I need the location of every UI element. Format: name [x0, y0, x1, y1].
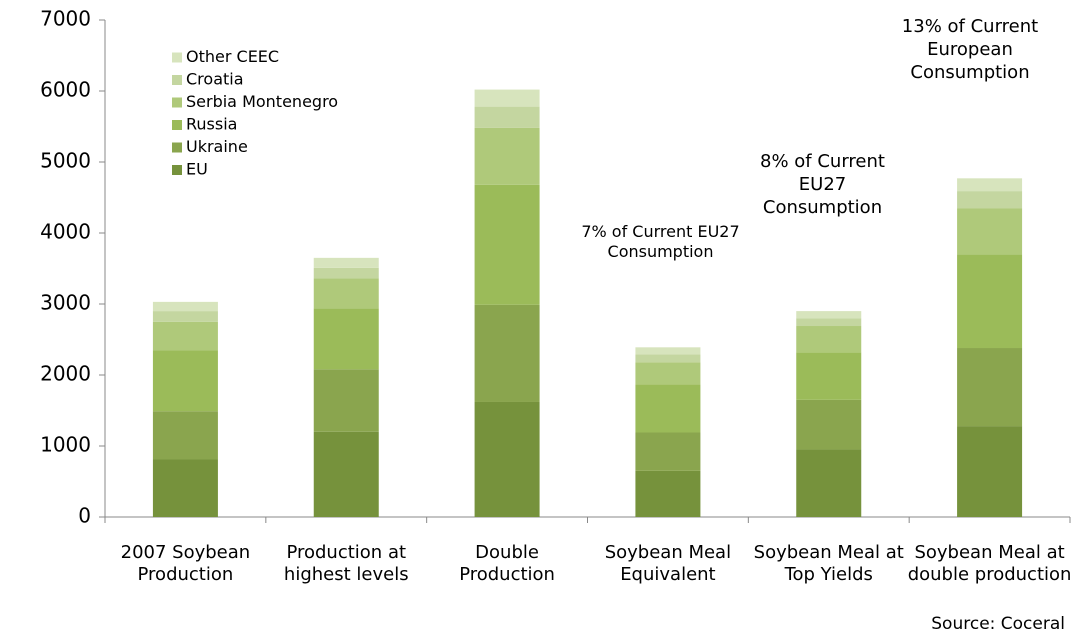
bar-segment — [313, 278, 379, 309]
bar-segment — [957, 254, 1023, 349]
bar-segment — [957, 426, 1023, 517]
bar-segment — [635, 470, 701, 517]
legend-swatch — [172, 142, 182, 153]
bar-segment — [152, 350, 218, 412]
bar-segment — [796, 318, 862, 327]
annotation: 13% of Current European Consumption — [901, 16, 1039, 83]
bar-segment — [957, 191, 1023, 209]
annotation: 8% of Current EU27 Consumption — [760, 151, 885, 218]
x-tick-label: Production at highest levels — [283, 542, 409, 585]
bar-segment — [796, 352, 862, 400]
bar-segment — [635, 384, 701, 433]
y-tick-label: 6000 — [40, 78, 91, 102]
y-tick-label: 3000 — [40, 291, 91, 315]
bar-segment — [152, 321, 218, 351]
bar-segment — [313, 257, 379, 268]
legend-swatch — [172, 165, 182, 175]
legend-label: EU — [186, 160, 208, 179]
bar-segment — [152, 411, 218, 460]
annotation: 7% of Current EU27 Consumption — [581, 222, 740, 261]
y-tick-label: 4000 — [40, 220, 91, 244]
bar-segment — [957, 348, 1023, 427]
bar-segment — [313, 267, 379, 279]
legend-swatch — [172, 120, 182, 130]
y-tick-label: 1000 — [40, 433, 91, 457]
x-tick-label: 2007 Soybean Production — [120, 542, 251, 585]
bar-segment — [474, 89, 540, 107]
bar-segment — [635, 432, 701, 471]
bar-segment — [313, 431, 379, 517]
y-tick-label: 0 — [78, 504, 91, 528]
y-tick-label: 5000 — [40, 149, 91, 173]
bar-segment — [152, 459, 218, 517]
legend-label: Russia — [186, 115, 237, 134]
bar-segment — [796, 449, 862, 517]
bar-segment — [957, 208, 1023, 255]
bar-segment — [152, 311, 218, 322]
x-tick-label: Soybean Meal at double production — [907, 542, 1072, 585]
bar-segment — [152, 301, 218, 312]
bar-segment — [635, 347, 701, 355]
bar-segment — [474, 401, 540, 517]
legend-swatch — [172, 75, 182, 85]
bar-segment — [474, 127, 540, 185]
bar-segment — [796, 326, 862, 353]
x-tick-label: Double Production — [459, 542, 555, 585]
legend-label: Other CEEC — [186, 47, 279, 66]
bar-segment — [313, 308, 379, 370]
x-tick-label: Soybean Meal at Top Yields — [753, 542, 904, 585]
legend-label: Croatia — [186, 70, 244, 89]
bar-segment — [635, 354, 701, 363]
y-tick-label: 7000 — [40, 7, 91, 31]
bar-segment — [313, 369, 379, 432]
x-tick-label: Soybean Meal Equivalent — [604, 542, 732, 585]
bar-segment — [474, 106, 540, 128]
bar-segment — [474, 304, 540, 402]
legend-label: Serbia Montenegro — [186, 92, 338, 111]
y-tick-label: 2000 — [40, 362, 91, 386]
bar-segment — [474, 184, 540, 305]
legend-swatch — [172, 52, 182, 63]
bar-segment — [957, 178, 1023, 192]
legend-swatch — [172, 97, 182, 108]
bar-segment — [635, 362, 701, 385]
bar-segment — [796, 399, 862, 450]
bar-segment — [796, 311, 862, 319]
legend-label: Ukraine — [186, 137, 248, 156]
source: Source: Coceral — [931, 614, 1065, 634]
